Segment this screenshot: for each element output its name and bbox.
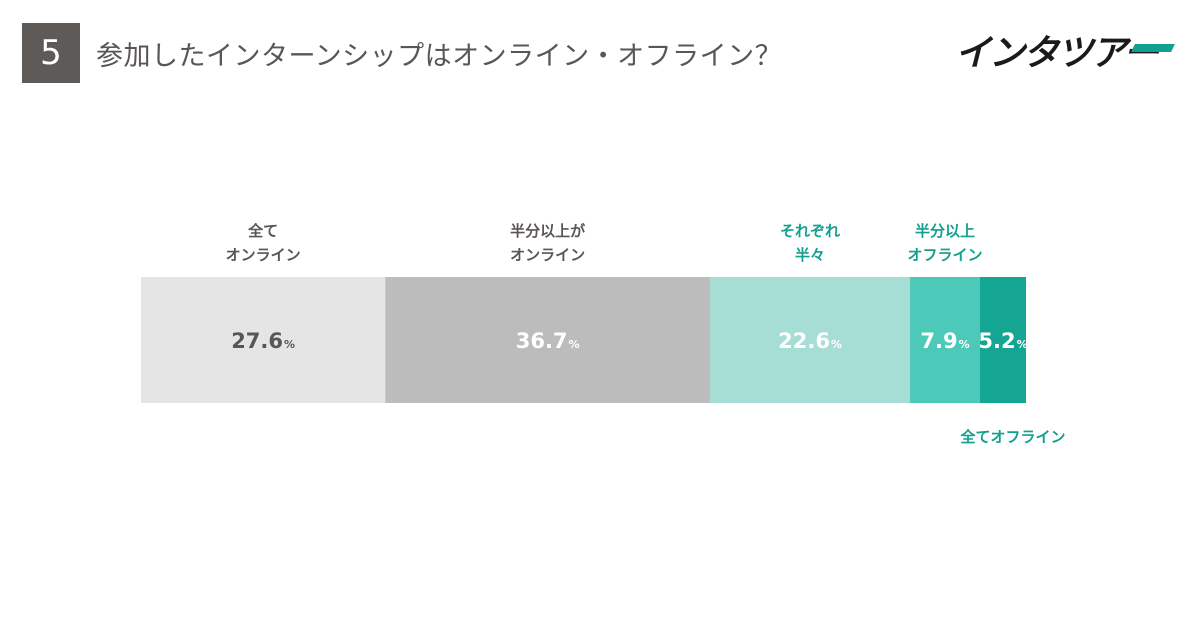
category-label-1: 全てオンライン <box>226 222 301 264</box>
value-label-5: 5.2% <box>978 329 1027 353</box>
bar-segment-3 <box>710 277 911 403</box>
value-label-3: 22.6% <box>778 329 842 353</box>
value-unit: % <box>284 338 295 351</box>
value-label-4: 7.9% <box>920 329 969 353</box>
value-number: 36.7 <box>516 329 568 353</box>
logo-text: インタツアー <box>955 33 1159 74</box>
category-label-4: 半分以上オフライン <box>908 222 983 264</box>
value-unit: % <box>569 338 580 351</box>
value-number: 5.2 <box>978 329 1015 353</box>
bar-segment-2 <box>385 277 711 403</box>
page-title: 参加したインターンシップはオンライン・オフライン？ <box>96 41 783 72</box>
value-unit: % <box>959 338 970 351</box>
value-unit: % <box>831 338 842 351</box>
value-label-2: 36.7% <box>516 329 580 353</box>
value-label-1: 27.6% <box>231 329 295 353</box>
category-label-2: 半分以上がオンライン <box>510 222 586 264</box>
logo: インタツアー <box>955 24 1177 74</box>
bar-segment-5 <box>979 277 1026 403</box>
value-unit: % <box>1017 338 1028 351</box>
header: 5 参加したインターンシップはオンライン・オフライン？ インタツアー <box>0 0 1200 90</box>
value-number: 27.6 <box>231 329 283 353</box>
section-number-badge: 5 <box>22 23 80 83</box>
value-number: 7.9 <box>920 329 957 353</box>
category-label-5: 全てオフライン <box>959 428 1065 446</box>
category-label-3: それぞれ半々 <box>780 222 840 264</box>
bar-segment-1 <box>141 277 386 403</box>
value-number: 22.6 <box>778 329 830 353</box>
bar-segment-4 <box>910 277 980 403</box>
